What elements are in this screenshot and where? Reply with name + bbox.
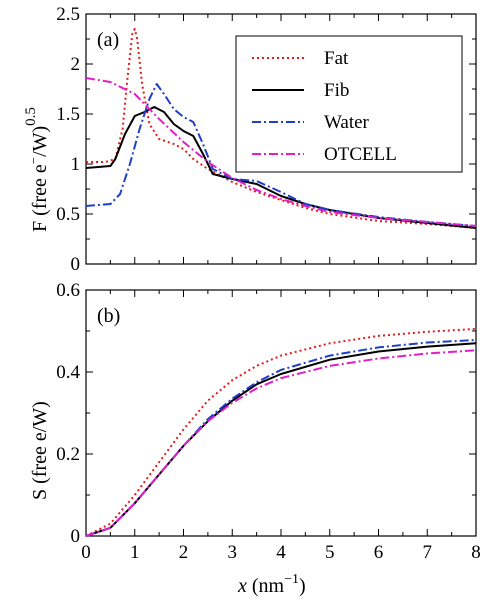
y-tick-label: 1	[71, 154, 81, 175]
series-line-otcell	[85, 77, 477, 227]
y-tick-label: 2.5	[56, 4, 80, 25]
series-line-fib	[85, 342, 477, 537]
panel-a-ylabel-rest: /W)	[29, 126, 51, 157]
x-axis-label-sup: −1	[284, 572, 299, 587]
x-tick-label: 5	[325, 542, 335, 563]
x-tick-label: 4	[276, 542, 286, 563]
panel-a-ylabel-minus: −	[26, 157, 41, 164]
legend-label-fat: Fat	[324, 48, 349, 69]
panel-b-ylabel: S (free e/W)	[29, 401, 51, 500]
series-line-otcell	[85, 349, 477, 537]
legend-entries: Fat Fib Water OTCELL	[252, 48, 397, 165]
x-tick-label: 0	[81, 542, 91, 563]
panel-b-frame	[85, 289, 477, 537]
x-axis-label-close: )	[299, 575, 306, 597]
panel-b-ticks: 0 1 2 3 4 5 6 7 8 0 0.2 0.4 0.6	[56, 280, 481, 563]
series-line-water	[85, 83, 477, 227]
y-tick-label: 0.4	[56, 362, 80, 383]
panel-a-ylabel-main: F (free e	[29, 164, 51, 232]
y-tick-label: 0	[71, 526, 81, 547]
x-tick-label: 1	[130, 542, 140, 563]
panel-b-series	[85, 327, 477, 537]
panel-a-ylabel: F (free e−/W)0.5	[23, 107, 51, 232]
legend: Fat Fib Water OTCELL	[235, 35, 463, 173]
x-tick-label: 2	[179, 542, 189, 563]
x-tick-label: 6	[374, 542, 384, 563]
panel-b: 0 1 2 3 4 5 6 7 8 0 0.2 0.4 0.6 (b) S (free e/W)	[29, 280, 481, 563]
x-axis-label: x (nm−1)	[237, 572, 306, 597]
legend-label-water: Water	[324, 112, 370, 133]
series-line-water	[85, 339, 477, 537]
panel-b-label: (b)	[97, 305, 120, 327]
y-tick-label: 0.5	[56, 204, 80, 225]
x-axis-label-var: x	[237, 575, 247, 597]
x-tick-label: 3	[228, 542, 238, 563]
panel-a-ticks: 0 0.5 1 1.5 2 2.5	[56, 4, 477, 275]
panel-a: 00.511.522.5 (a) F (free e−/W)0.5 FatFib…	[23, 4, 477, 275]
y-tick-label: 0.6	[56, 280, 80, 301]
series-line-fat	[86, 28, 477, 229]
y-tick-label: 0	[71, 254, 81, 275]
y-tick-label: 1.5	[56, 104, 80, 125]
panel-a-ylabel-exp: 0.5	[23, 107, 39, 126]
panel-a-label: (a)	[97, 29, 119, 51]
y-tick-label: 0.2	[56, 444, 80, 465]
x-tick-label: 8	[471, 542, 481, 563]
series-line-fat	[85, 327, 477, 537]
x-axis-label-unit: (nm	[247, 575, 285, 597]
x-tick-label: 7	[423, 542, 433, 563]
legend-label-otcell: OTCELL	[324, 144, 397, 165]
panel-a-series	[85, 28, 477, 229]
legend-label-fib: Fib	[324, 80, 349, 101]
y-tick-label: 2	[71, 54, 81, 75]
